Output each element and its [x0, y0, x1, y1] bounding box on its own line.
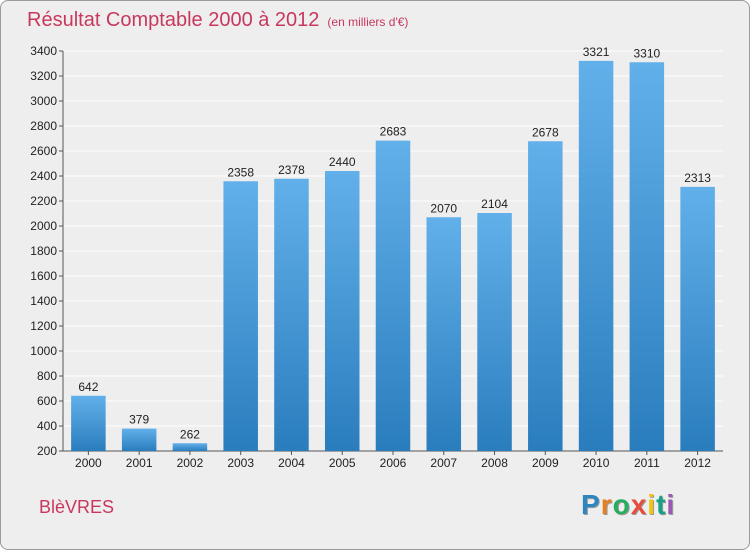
bar-2005: [324, 171, 360, 451]
bar-2012: [680, 186, 715, 451]
data-label-2004: 2378: [278, 163, 305, 177]
x-tick-label: 2010: [583, 456, 610, 470]
x-tick-label: 2005: [329, 456, 356, 470]
chart-subtitle: (en milliers d'€): [327, 15, 409, 29]
proxiti-logo: Proxiti: [581, 489, 675, 521]
bar-2002: [172, 443, 208, 451]
bar-2004: [274, 178, 309, 451]
y-tick-label: 1600: [30, 269, 57, 283]
data-label-2011: 3310: [633, 46, 660, 60]
bar-2007: [426, 217, 462, 451]
y-tick-label: 2600: [30, 144, 57, 158]
bar-2006: [375, 140, 411, 451]
logo-letter: t: [656, 489, 667, 520]
data-label-2009: 2678: [532, 125, 559, 139]
x-tick-label: 2011: [634, 456, 660, 470]
logo-letter: i: [647, 489, 657, 520]
chart-title: Résultat Comptable 2000 à 2012: [27, 9, 320, 31]
x-tick-label: 2012: [684, 456, 711, 470]
y-tick-label: 2400: [30, 169, 57, 183]
y-tick-label: 400: [37, 419, 57, 433]
data-label-2000: 642: [78, 380, 98, 394]
bar-2010: [578, 60, 614, 451]
bar-2009: [528, 141, 563, 451]
y-tick-label: 1800: [30, 244, 57, 258]
bar-2000: [71, 395, 106, 451]
data-label-2003: 2358: [227, 165, 254, 179]
y-tick-label: 1000: [30, 344, 57, 358]
x-tick-label: 2006: [380, 456, 407, 470]
x-tick-label: 2008: [481, 456, 508, 470]
logo-letter: x: [630, 489, 648, 520]
logo-letter: i: [666, 489, 676, 520]
y-tick-label: 3000: [30, 94, 57, 108]
chart-title-block: Résultat Comptable 2000 à 2012 (en millie…: [27, 9, 408, 32]
data-label-2006: 2683: [380, 125, 407, 139]
x-tick-label: 2000: [75, 456, 102, 470]
y-tick-label: 3400: [30, 44, 57, 58]
y-tick-label: 2200: [30, 194, 57, 208]
bar-2003: [223, 181, 258, 451]
data-label-2002: 262: [180, 427, 200, 441]
y-tick-label: 600: [37, 394, 57, 408]
data-label-2012: 2313: [684, 171, 711, 185]
x-tick-label: 2003: [227, 456, 254, 470]
logo-letter: P: [581, 489, 601, 520]
x-tick-label: 2004: [278, 456, 305, 470]
bar-2011: [629, 62, 665, 451]
y-tick-label: 3200: [30, 69, 57, 83]
logo-letter: o: [612, 489, 631, 520]
x-tick-label: 2009: [532, 456, 559, 470]
x-tick-label: 2001: [126, 456, 153, 470]
logo-letter: r: [600, 489, 613, 520]
y-tick-label: 200: [37, 444, 57, 458]
x-tick-label: 2002: [177, 456, 204, 470]
commune-name: BlèVRES: [39, 497, 115, 517]
y-tick-label: 2000: [30, 219, 57, 233]
x-tick-label: 2007: [430, 456, 457, 470]
data-label-2008: 2104: [481, 197, 508, 211]
data-label-2010: 3321: [583, 45, 610, 59]
y-tick-label: 1400: [30, 294, 57, 308]
data-label-2007: 2070: [430, 201, 457, 215]
y-tick-label: 800: [37, 369, 57, 383]
bar-2001: [121, 428, 157, 451]
y-tick-label: 1200: [30, 319, 57, 333]
y-tick-label: 2800: [30, 119, 57, 133]
data-label-2005: 2440: [329, 155, 356, 169]
bar-2008: [477, 213, 512, 451]
data-label-2001: 379: [129, 413, 149, 427]
